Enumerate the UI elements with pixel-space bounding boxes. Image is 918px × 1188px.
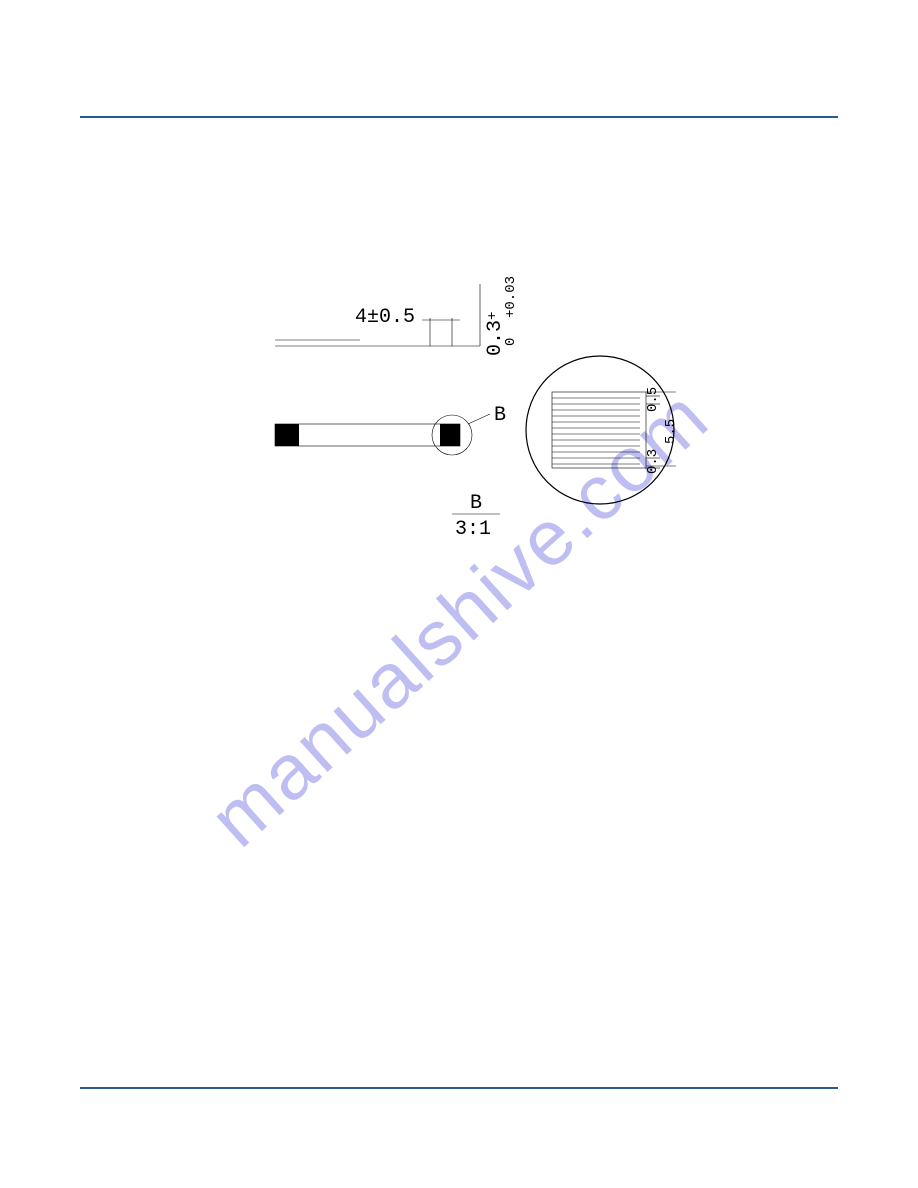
- tol-plus: +: [485, 312, 501, 320]
- tol-upper: +0.03: [503, 276, 519, 318]
- detail-dim-55: 5.5: [663, 419, 679, 444]
- tol-lower: 0: [503, 338, 519, 346]
- technical-diagram: 4±0.5 0.3 +0.03 0 + B: [0, 0, 918, 1188]
- detail-pad: [552, 392, 646, 468]
- detail-dim-05: 0.5: [645, 387, 661, 412]
- detail-leader: [468, 414, 490, 424]
- cable-end-left: [275, 424, 299, 446]
- ratio-top: B: [470, 492, 482, 515]
- ratio-bottom: 3:1: [455, 518, 491, 541]
- detail-circle: [526, 356, 674, 504]
- cable-end-right: [440, 424, 460, 446]
- detail-conductors: [552, 398, 640, 464]
- detail-label-b: B: [494, 404, 506, 427]
- dim-4-text: 4±0.5: [355, 306, 415, 329]
- page: manualshive.com 4±0.5 0.3 +0.03 0 + B: [0, 0, 918, 1188]
- detail-dim-03: 0.3: [645, 449, 661, 474]
